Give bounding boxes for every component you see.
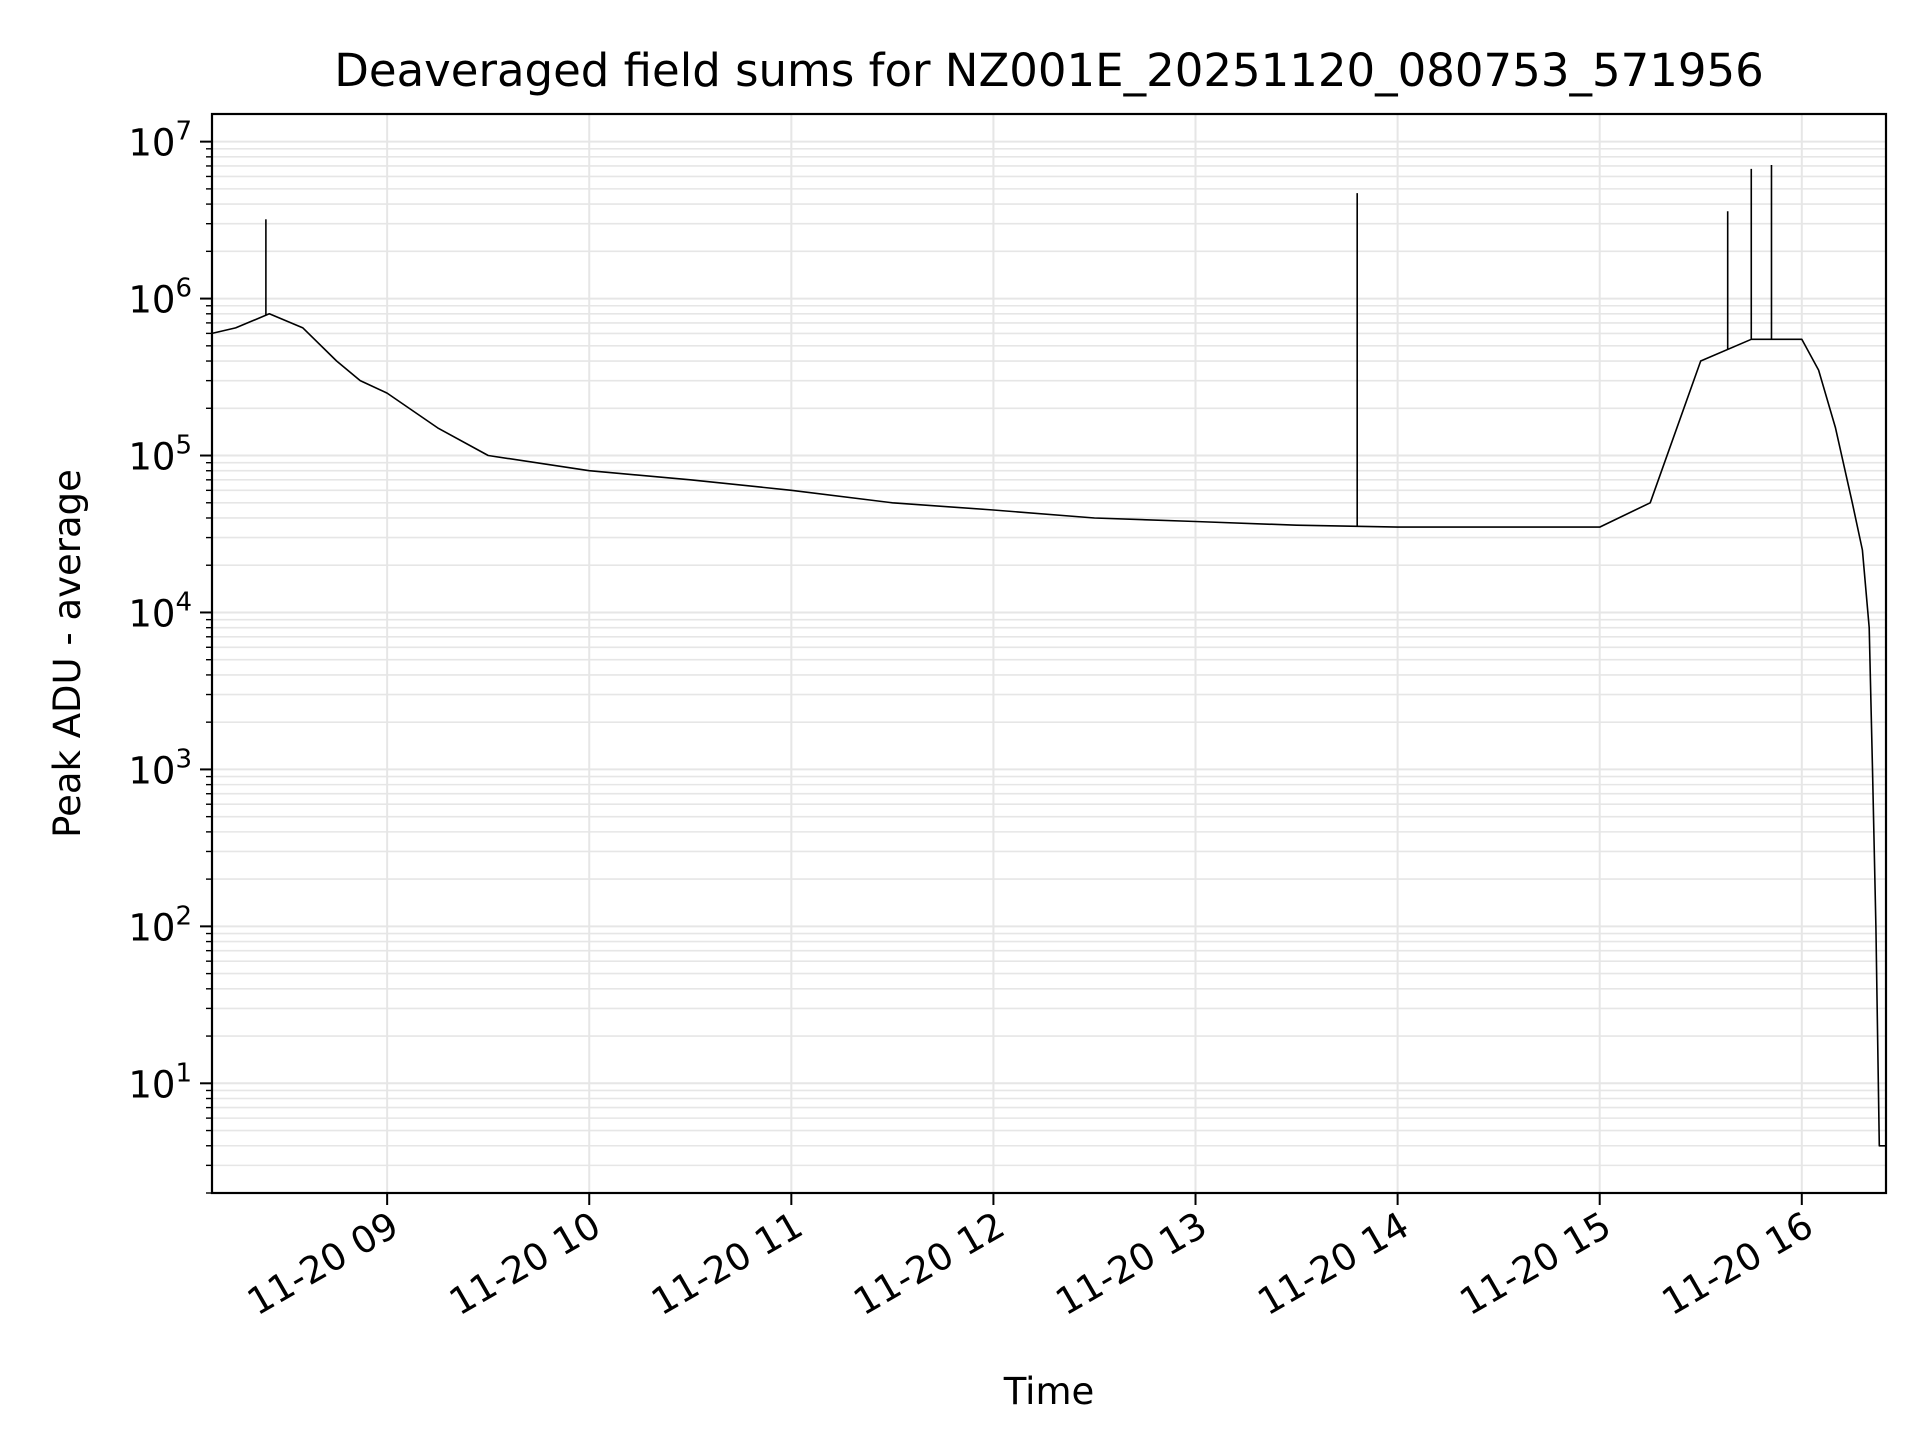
grid-layer: [212, 114, 1886, 1194]
x-tick-label: 11-20 09: [240, 1204, 406, 1324]
y-tick-label: 104: [128, 587, 192, 635]
x-tick-label: 11-20 10: [442, 1204, 608, 1324]
y-tick-label: 103: [128, 744, 192, 792]
series-line: [211, 312, 1886, 1147]
x-tick-label: 11-20 14: [1251, 1204, 1417, 1324]
x-axis: 11-20 09 11-20 10 11-20 11 11-20 12 11-20 13…: [240, 1193, 1820, 1324]
y-tick-label: 105: [128, 431, 192, 479]
y-tick-label: 102: [128, 901, 192, 949]
x-axis-label: Time: [1003, 1370, 1095, 1413]
x-tick-label: 11-20 13: [1048, 1204, 1214, 1324]
data-layer: [211, 164, 1886, 1147]
y-axis: 101 102 103 104 105 106 107: [128, 117, 212, 1194]
x-tick-label: 11-20 16: [1655, 1204, 1821, 1324]
x-tick-label: 11-20 12: [846, 1204, 1012, 1324]
chart-title: Deaveraged field sums for NZ001E_2025112…: [334, 44, 1763, 97]
y-axis-label: Peak ADU - average: [46, 469, 89, 838]
y-tick-label: 106: [128, 274, 192, 322]
y-tick-label: 107: [128, 117, 192, 165]
plot-frame: [210, 112, 1888, 1195]
x-tick-label: 11-20 11: [644, 1204, 810, 1324]
y-tick-label: 101: [128, 1058, 192, 1106]
x-tick-label: 11-20 15: [1453, 1204, 1619, 1324]
